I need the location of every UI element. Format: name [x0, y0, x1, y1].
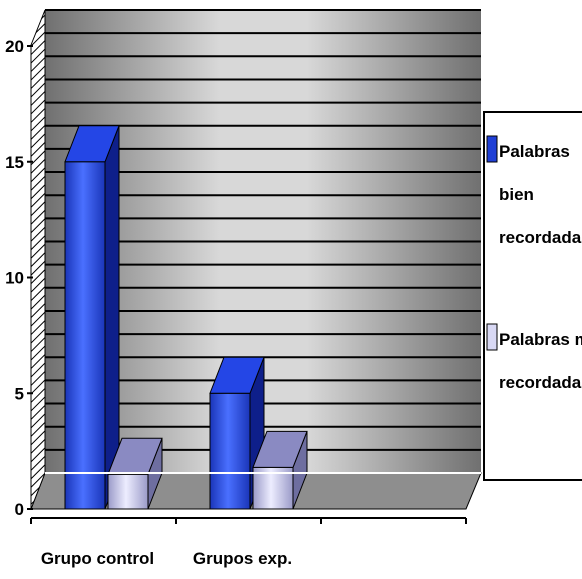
bar-top	[252, 430, 308, 468]
category-label: Grupos exp.	[193, 549, 292, 568]
category-label: Grupo control	[41, 549, 154, 568]
bar-mal-0	[107, 437, 163, 510]
legend-swatch	[486, 323, 498, 351]
bar-top	[209, 356, 265, 394]
plot-side-wall	[30, 9, 46, 510]
y-tick-label: 5	[15, 384, 24, 403]
y-tick-label: 20	[5, 37, 24, 56]
bar-front	[64, 161, 106, 510]
legend-label: Palabras mal	[499, 330, 582, 349]
bar-front	[107, 473, 149, 510]
legend-label: Palabras	[499, 142, 570, 161]
legend-swatch	[486, 135, 498, 163]
bar-top	[64, 125, 120, 163]
bar-mal-1	[252, 430, 308, 510]
bar-front	[209, 392, 251, 510]
legend-label: bien	[499, 185, 534, 204]
legend-label: recordadas	[499, 228, 582, 247]
legend: Palabras bien recordadas Palabras mal record…	[483, 111, 582, 481]
y-tick-label: 15	[5, 153, 24, 172]
category-labels: Grupo control Grupos exp.	[41, 549, 292, 568]
x-axis-ticks	[30, 518, 467, 524]
legend-box	[483, 111, 582, 481]
bars	[64, 125, 308, 510]
y-tick-label: 0	[15, 500, 24, 519]
y-axis-ticks: 0 5 10 15 20	[5, 37, 33, 519]
legend-label: recordadas	[499, 373, 582, 392]
bar-top	[107, 437, 163, 475]
bar-bien-0	[64, 125, 120, 510]
y-tick-label: 10	[5, 269, 24, 288]
